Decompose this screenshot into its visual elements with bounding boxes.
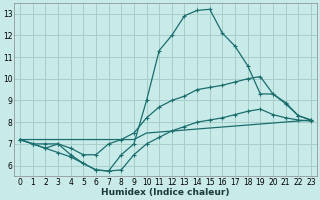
X-axis label: Humidex (Indice chaleur): Humidex (Indice chaleur) xyxy=(101,188,230,197)
